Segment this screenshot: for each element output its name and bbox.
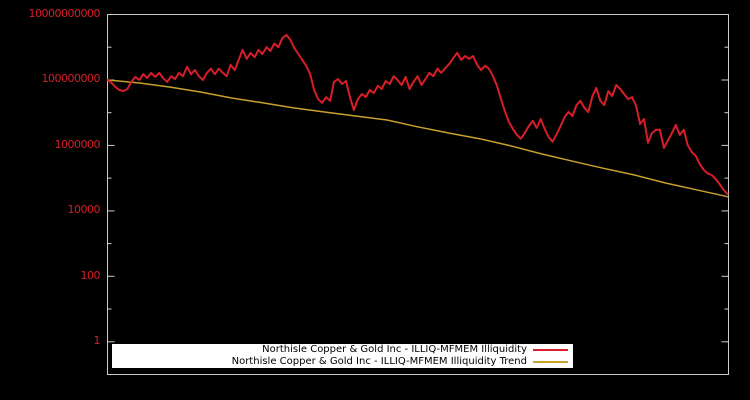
legend-entry-illiquidity: Northisle Copper & Gold Inc - ILLIQ-MFME…	[112, 344, 573, 356]
y-tick-label-1e4: 10000	[67, 203, 101, 217]
legend: Northisle Copper & Gold Inc - ILLIQ-MFME…	[112, 344, 573, 368]
y-tick-label-1: 1	[93, 334, 101, 348]
y-tick-label-1e10: 10000000000	[28, 7, 101, 20]
legend-entry-trend: Northisle Copper & Gold Inc - ILLIQ-MFME…	[112, 356, 573, 368]
y-tick-label-1e6: 1000000	[54, 137, 101, 151]
y-axis-labels: 10000000000 100000000 1000000 10000 100 …	[0, 0, 101, 400]
trend-series-path	[106, 79, 729, 198]
legend-label-illiquidity: Northisle Copper & Gold Inc - ILLIQ-MFME…	[262, 344, 527, 355]
legend-swatch-illiquidity-line	[533, 349, 568, 351]
y-tick-label-1e8: 100000000	[41, 72, 101, 86]
illiquidity-series-path	[106, 33, 729, 195]
plot-frame	[107, 14, 729, 375]
legend-swatch-trend-line	[533, 361, 568, 363]
y-tick-label-1e2: 100	[80, 268, 101, 282]
legend-label-trend: Northisle Copper & Gold Inc - ILLIQ-MFME…	[231, 356, 527, 367]
